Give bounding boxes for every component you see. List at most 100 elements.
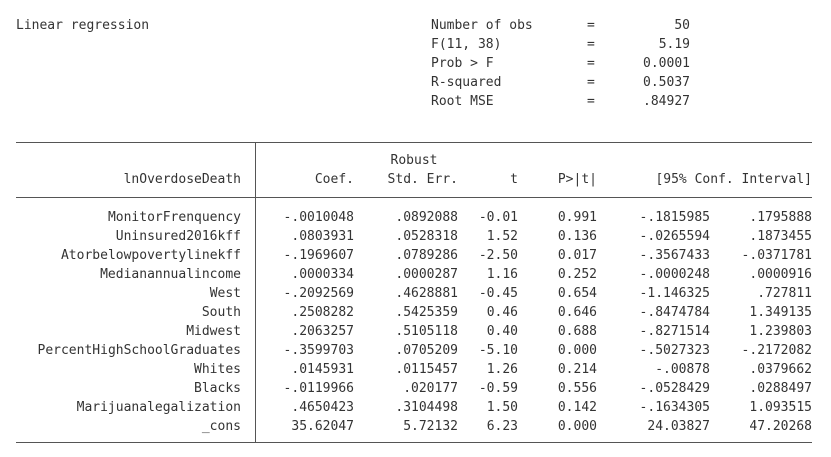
stat-equals: = [587,18,595,33]
std-err-value: .5425359 [395,305,458,320]
coef-value: -.0119966 [283,381,354,396]
ci-upper-value: -.0371781 [741,248,812,263]
variable-name: Blacks [194,381,241,396]
variable-name: MonitorFrenquency [107,210,241,225]
coef-value: .2063257 [291,324,354,339]
ci-upper-value: -.2172082 [741,343,812,358]
ci-lower-value: -.1634305 [639,400,710,415]
ci-upper-value: 47.20268 [749,419,812,434]
coef-value: .2508282 [291,305,354,320]
t-value: -2.50 [478,248,518,263]
t-value: 1.26 [486,362,518,377]
std-err-value: .020177 [403,381,458,396]
coef-value: -.0010048 [283,210,354,225]
t-value: 1.16 [486,267,518,282]
variable-name: Whites [194,362,241,377]
header-robust: Robust [390,153,438,168]
coef-value: .4650423 [291,400,354,415]
p-value: 0.017 [557,248,597,263]
t-value: -0.45 [478,286,518,301]
ci-upper-value: .0288497 [749,381,812,396]
coef-value: .0145931 [291,362,354,377]
variable-name: Uninsured2016kff [115,229,241,244]
coef-value: 35.62047 [291,419,354,434]
stat-equals: = [587,56,595,71]
std-err-value: .0115457 [395,362,458,377]
p-value: 0.136 [557,229,597,244]
std-err-value: .5105118 [395,324,458,339]
stat-label: F(11, 38) [431,37,502,52]
std-err-value: .3104498 [395,400,458,415]
std-err-value: .0892088 [395,210,458,225]
std-err-value: 5.72132 [403,419,458,434]
std-err-value: .0705209 [395,343,458,358]
stat-label: Number of obs [431,18,533,33]
ci-upper-value: 1.349135 [749,305,812,320]
stat-label: Prob > F [431,56,494,71]
p-value: 0.000 [557,343,597,358]
p-value: 0.991 [557,210,597,225]
ci-upper-value: 1.093515 [749,400,812,415]
regression-title: Linear regression [16,18,150,33]
p-value: 0.556 [557,381,597,396]
variable-name: Marijuanalegalization [76,400,241,415]
stat-equals: = [587,37,595,52]
table-top-rule [16,142,812,143]
p-value: 0.252 [557,267,597,282]
coef-value: .0803931 [291,229,354,244]
coef-value: -.2092569 [283,286,354,301]
ci-lower-value: -.0528429 [639,381,710,396]
t-value: 1.50 [486,400,518,415]
t-value: 0.46 [486,305,518,320]
ci-upper-value: .727811 [757,286,812,301]
variable-name: _cons [201,419,241,434]
variable-name: South [201,305,241,320]
t-value: -0.01 [478,210,518,225]
variable-name: West [209,286,241,301]
header-p-value: P>|t| [557,172,597,187]
p-value: 0.142 [557,400,597,415]
stat-label: Root MSE [431,94,494,109]
ci-lower-value: -.0265594 [639,229,710,244]
std-err-value: .0528318 [395,229,458,244]
p-value: 0.646 [557,305,597,320]
table-column-divider [255,142,256,443]
ci-lower-value: 24.03827 [647,419,710,434]
table-header-rule [16,197,812,198]
stat-value: 0.0001 [643,56,690,71]
stat-value: .84927 [643,94,690,109]
coef-value: -.1969607 [283,248,354,263]
header-t: t [510,172,518,187]
coef-value: -.3599703 [283,343,354,358]
ci-lower-value: -.3567433 [639,248,710,263]
table-bottom-rule [16,442,812,443]
stat-value: 0.5037 [643,75,690,90]
stat-equals: = [587,94,595,109]
p-value: 0.000 [557,419,597,434]
t-value: -0.59 [478,381,518,396]
ci-lower-value: -.00878 [655,362,710,377]
std-err-value: .0000287 [395,267,458,282]
stat-equals: = [587,75,595,90]
ci-upper-value: 1.239803 [749,324,812,339]
std-err-value: .0789286 [395,248,458,263]
ci-lower-value: -1.146325 [639,286,710,301]
ci-upper-value: .0379662 [749,362,812,377]
header-conf-interval: [95% Conf. Interval] [655,172,812,187]
variable-name: Medianannualincome [100,267,241,282]
variable-name: Atorbelowpovertylinekff [60,248,241,263]
stat-value: 50 [674,18,690,33]
p-value: 0.688 [557,324,597,339]
t-value: -5.10 [478,343,518,358]
std-err-value: .4628881 [395,286,458,301]
variable-name: Midwest [186,324,241,339]
ci-lower-value: -.5027323 [639,343,710,358]
ci-lower-value: -.0000248 [639,267,710,282]
ci-lower-value: -.8271514 [639,324,710,339]
ci-upper-value: .1873455 [749,229,812,244]
header-std-err: Std. Err. [387,172,458,187]
t-value: 6.23 [486,419,518,434]
t-value: 1.52 [486,229,518,244]
variable-name: PercentHighSchoolGraduates [37,343,242,358]
stat-value: 5.19 [658,37,690,52]
